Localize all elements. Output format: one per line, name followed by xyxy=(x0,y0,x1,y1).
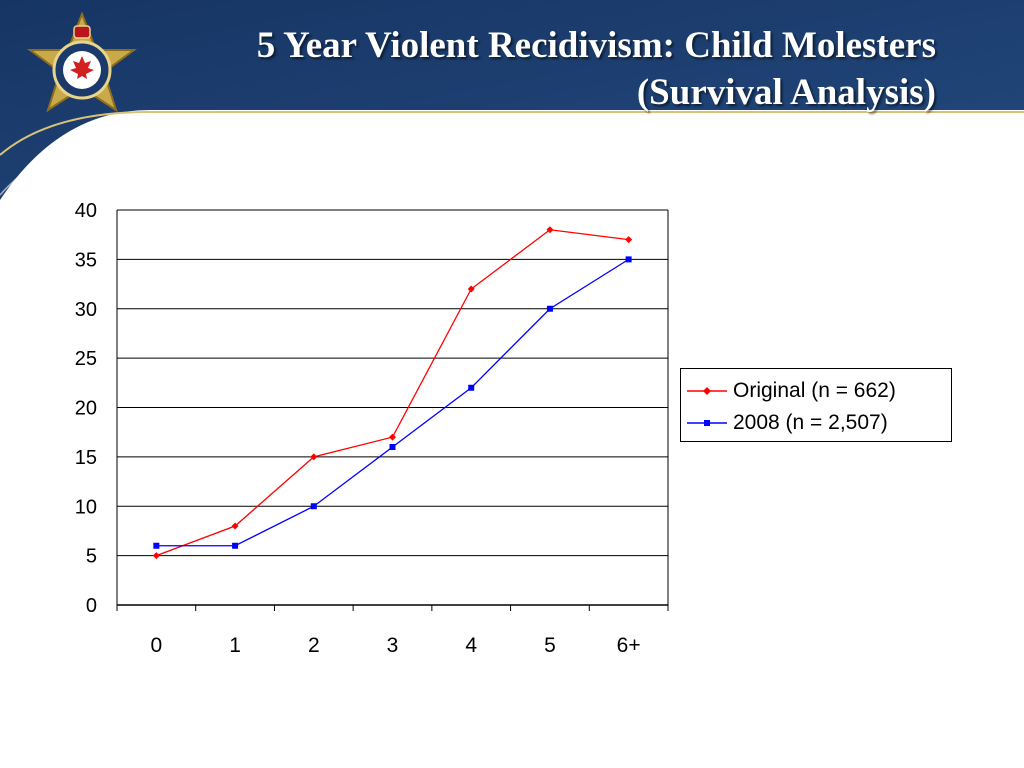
data-point-square xyxy=(153,542,160,549)
data-point-diamond xyxy=(625,236,633,244)
data-point-diamond xyxy=(152,552,160,560)
data-point-square xyxy=(468,384,475,391)
legend-item-2008: 2008 (n = 2,507) xyxy=(687,410,888,436)
data-point-square xyxy=(232,542,239,549)
y-tick-label: 15 xyxy=(75,447,97,469)
title-line-2: (Survival Analysis) xyxy=(636,72,936,113)
data-point-square xyxy=(625,256,632,263)
x-tick-label: 3 xyxy=(387,634,399,657)
data-point-diamond xyxy=(231,522,239,530)
data-point-diamond xyxy=(389,433,396,441)
x-tick-label: 0 xyxy=(151,634,163,657)
data-point-diamond xyxy=(467,285,475,293)
title-line-1: 5 Year Violent Recidivism: Child Moleste… xyxy=(256,25,936,66)
legend-label-original: Original (n = 662) xyxy=(733,379,896,402)
y-tick-label: 25 xyxy=(75,348,97,370)
data-point-square xyxy=(546,305,553,312)
legend-marker-original xyxy=(687,387,727,395)
y-tick-label: 5 xyxy=(86,546,97,568)
y-tick-label: 40 xyxy=(75,200,97,222)
legend-item-original: Original (n = 662) xyxy=(687,378,896,404)
x-tick-label: 5 xyxy=(544,634,556,657)
data-point-square xyxy=(310,503,317,510)
x-tick-label: 2 xyxy=(308,634,320,657)
y-tick-label: 30 xyxy=(75,299,97,321)
data-point-diamond xyxy=(546,226,554,234)
corrections-badge-icon xyxy=(26,12,138,113)
x-tick-label: 6+ xyxy=(617,634,641,657)
x-tick-label: 1 xyxy=(229,634,241,657)
legend-label-2008: 2008 (n = 2,507) xyxy=(733,411,888,434)
data-point-diamond xyxy=(310,453,318,461)
legend-marker-2008 xyxy=(687,420,727,426)
y-tick-label: 35 xyxy=(75,249,97,271)
chart-legend: Original (n = 662) 2008 (n = 2,507) xyxy=(680,368,952,442)
y-tick-label: 0 xyxy=(86,595,97,617)
x-tick-label: 4 xyxy=(465,634,477,657)
title-banner xyxy=(0,0,1024,200)
series-line-1 xyxy=(156,258,629,547)
y-tick-label: 20 xyxy=(75,398,97,420)
y-tick-label: 10 xyxy=(75,496,97,518)
slide-title: 5 Year Violent Recidivism: Child Moleste… xyxy=(257,22,936,116)
data-point-square xyxy=(389,444,396,450)
